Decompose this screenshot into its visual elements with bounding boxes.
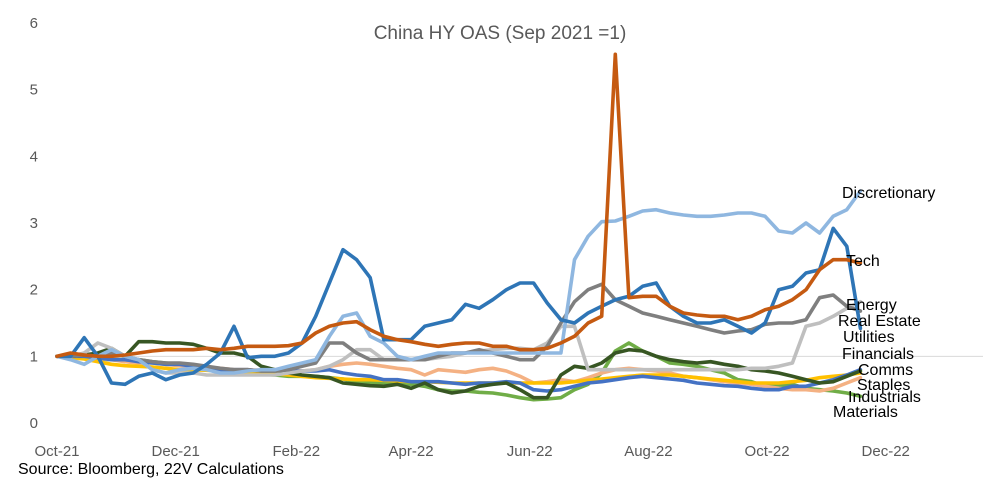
y-tick-label: 1 [30, 348, 38, 365]
y-tick-label: 6 [30, 15, 38, 32]
series-label-tech: Tech [846, 253, 880, 270]
series-line-tech [55, 52, 863, 359]
series-label-discretionary: Discretionary [842, 185, 935, 202]
y-tick-label: 4 [30, 148, 38, 165]
y-tick-label: 5 [30, 82, 38, 99]
y-tick-label: 3 [30, 215, 38, 232]
series-label-comms: Comms [858, 362, 913, 379]
series-label-staples: Staples [857, 377, 910, 394]
source-note: Source: Bloomberg, 22V Calculations [18, 461, 284, 478]
series-label-energy: Energy [846, 297, 897, 314]
chart-title: China HY OAS (Sep 2021 =1) [374, 23, 627, 44]
y-axis: 0 1 2 3 4 5 6 [30, 15, 38, 432]
y-tick-label: 2 [30, 282, 38, 299]
x-axis: Oct-21 Dec-21 Feb-22 Apr-22 Jun-22 Aug-22 Oct-… [34, 443, 909, 460]
series-label-financials: Financials [842, 346, 914, 363]
x-tick-label: Jun-22 [507, 443, 553, 460]
series-line-utilities [55, 226, 863, 387]
series-label-real-estate: Real Estate [838, 313, 921, 330]
x-tick-label: Oct-21 [34, 443, 79, 460]
series-line-discretionary [55, 189, 863, 375]
x-tick-label: Dec-22 [862, 443, 910, 460]
series-label-materials: Materials [833, 404, 898, 421]
x-tick-label: Dec-21 [151, 443, 199, 460]
series-lines [55, 52, 863, 402]
series-line-comms [55, 354, 863, 393]
series-label-industrials: Industrials [848, 389, 921, 406]
y-tick-label: 0 [30, 415, 38, 432]
x-tick-label: Oct-22 [745, 443, 790, 460]
series-label-utilities: Utilities [843, 329, 895, 346]
x-tick-label: Apr-22 [389, 443, 434, 460]
series-line-financials [55, 339, 863, 400]
x-tick-label: Aug-22 [624, 443, 672, 460]
x-tick-label: Feb-22 [273, 443, 321, 460]
